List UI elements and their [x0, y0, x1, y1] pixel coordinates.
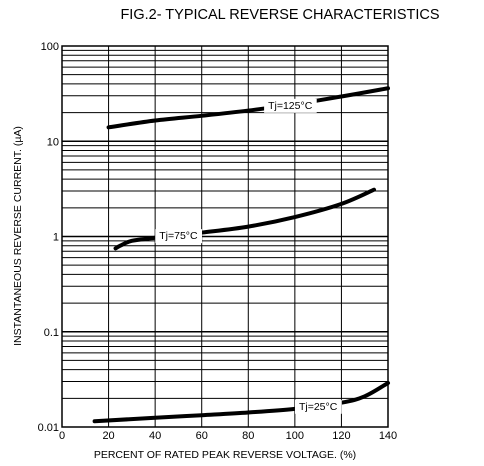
x-tick-labels: 0 20 40 60 80 100 120 140	[59, 430, 397, 442]
series-label-background	[264, 98, 317, 113]
x-tick-label: 40	[149, 430, 161, 442]
x-tick-label: 20	[102, 430, 114, 442]
x-tick-label: 120	[332, 430, 350, 442]
x-tick-label: 100	[286, 430, 304, 442]
series-label-text: Tj=125°C	[268, 100, 313, 112]
x-tick-label: 60	[196, 430, 208, 442]
series-curves	[92, 86, 390, 424]
y-tick-label: 100	[41, 41, 59, 53]
series-line-0	[106, 86, 390, 130]
plot-frame	[61, 45, 389, 428]
series-label-2: Tj=25°C	[294, 399, 342, 414]
y-tick-label: 0.1	[44, 327, 59, 339]
series-line-1	[113, 187, 377, 251]
grid-lines	[62, 46, 388, 427]
y-tick-labels: 0.01 0.1 1 10 100	[38, 41, 59, 434]
y-tick-label: 1	[53, 232, 59, 244]
series-label-text: Tj=25°C	[299, 401, 338, 413]
series-label-background	[155, 229, 203, 244]
y-tick-label: 0.01	[38, 422, 59, 434]
chart-title: FIG.2- TYPICAL REVERSE CHARACTERISTICS	[120, 7, 439, 23]
x-tick-label: 140	[379, 430, 397, 442]
series-label-text: Tj=75°C	[159, 230, 198, 242]
y-axis-label: INSTANTANEOUS REVERSE CURRENT. (µA)	[12, 126, 24, 346]
series-label-0: Tj=125°C	[264, 98, 317, 113]
series-label-1: Tj=75°C	[155, 229, 203, 244]
x-tick-label: 80	[242, 430, 254, 442]
series-label-background	[294, 399, 342, 414]
y-tick-label: 10	[47, 136, 59, 148]
x-tick-label: 0	[59, 430, 65, 442]
series-labels: Tj=125°C Tj=75°C Tj=25°C	[155, 98, 342, 414]
series-line-2	[92, 380, 390, 424]
x-axis-label: PERCENT OF RATED PEAK REVERSE VOLTAGE. (…	[94, 449, 356, 461]
